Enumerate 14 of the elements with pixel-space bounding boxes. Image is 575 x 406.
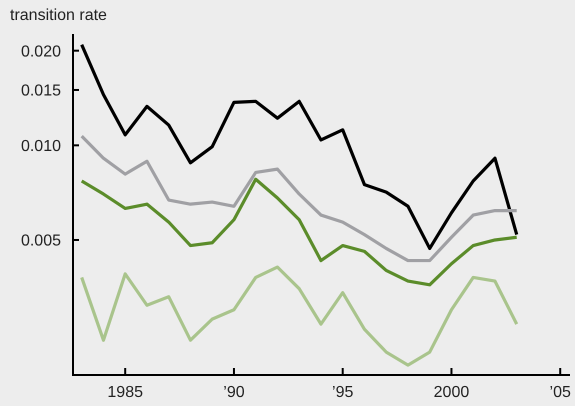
line-series	[80, 265, 518, 367]
x-tick-label: ’90	[223, 384, 245, 401]
line-series	[80, 43, 518, 250]
line-series	[80, 134, 518, 262]
y-tick-label: 0.005	[20, 232, 62, 250]
y-tick-label: 0.010	[20, 138, 62, 155]
x-tick-label: 2000	[434, 384, 470, 401]
line-series	[80, 178, 518, 286]
y-tick-label: 0.015	[20, 82, 62, 100]
x-tick-label: 1985	[107, 384, 144, 401]
x-tick-label: ’95	[332, 384, 354, 401]
x-tick-label: ’05	[550, 384, 571, 401]
y-tick-label: 0.020	[20, 43, 62, 60]
y-axis-title: transition rate	[10, 7, 108, 24]
